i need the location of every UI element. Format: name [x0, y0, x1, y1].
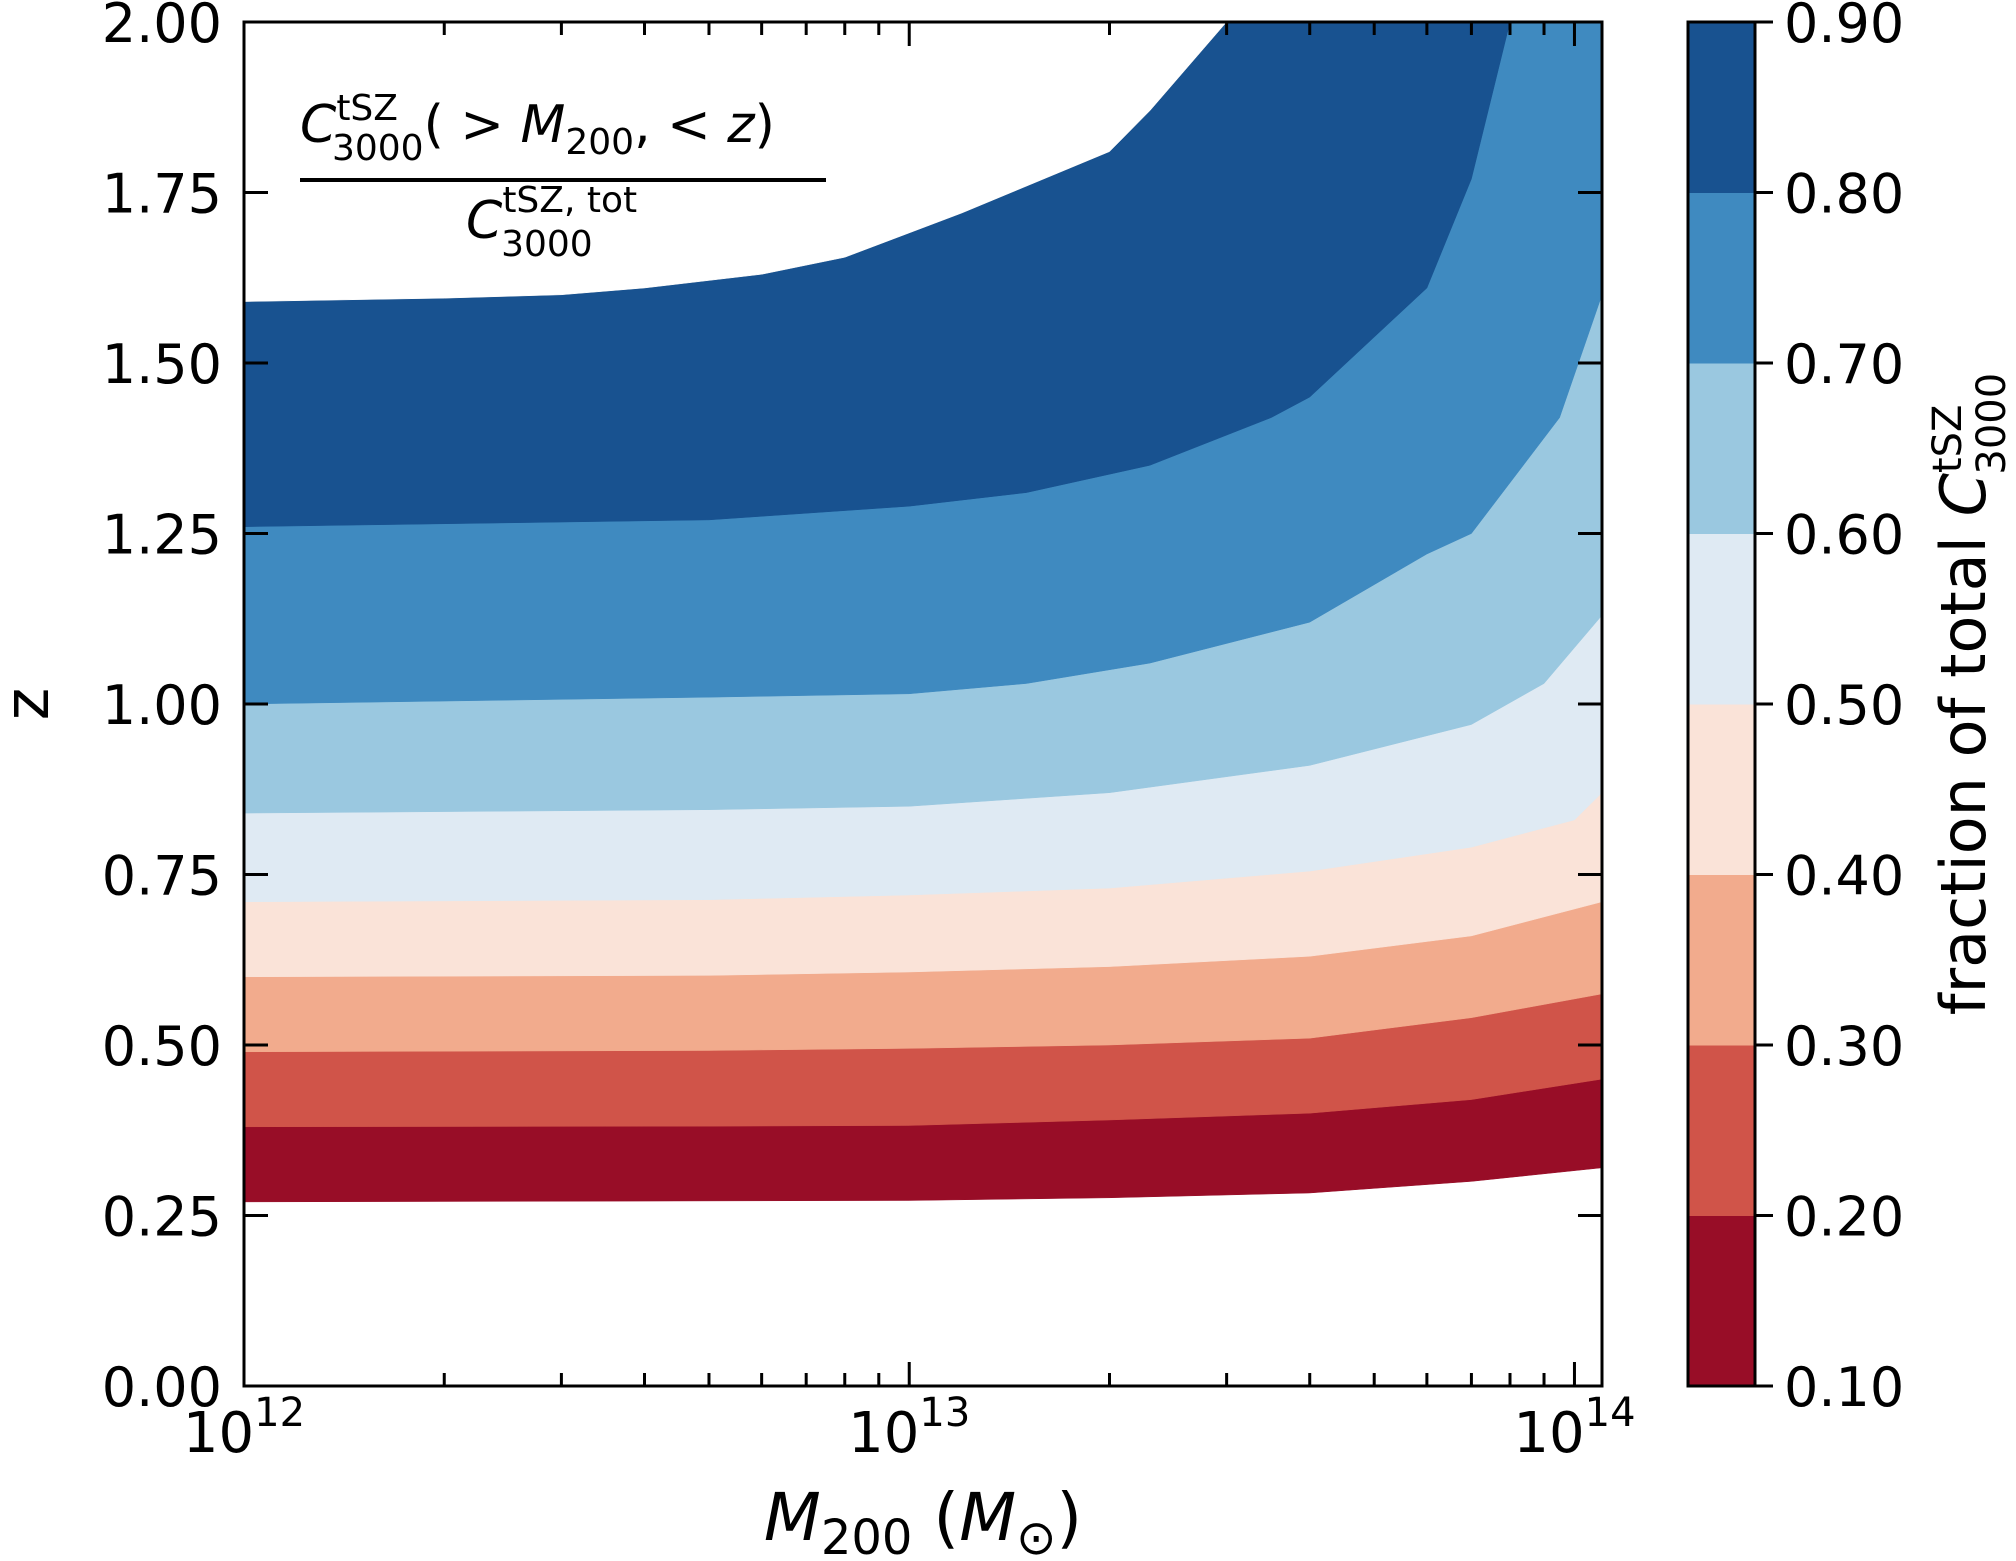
contour-fills	[243, 21, 1603, 1203]
colorbar-segment	[1688, 1045, 1755, 1216]
x-tick-label: 1012	[183, 1390, 305, 1466]
y-axis: 0.00 0.25 0.50 0.75 1.00 1.25 1.50 1.75 2.00	[102, 0, 1602, 1419]
ratio-annotation: CtSZ 3000( > M200, < z) CtSZ, tot 3000	[300, 88, 826, 265]
colorbar-segment	[1688, 533, 1755, 705]
y-tick-label: 0.00	[102, 1356, 222, 1419]
region-above-0.9	[243, 21, 1602, 302]
colorbar-label: fraction of total CtSZ3000	[1925, 373, 2015, 1015]
y-axis-label: z	[0, 688, 63, 721]
colorbar-segment	[1688, 22, 1755, 193]
colorbar-tick-label: 0.30	[1784, 1015, 1904, 1078]
y-tick-label: 1.25	[102, 504, 222, 567]
colorbar-segment	[1688, 874, 1755, 1046]
x-tick-label: 1014	[1513, 1390, 1635, 1466]
y-tick-label: 0.50	[102, 1015, 222, 1078]
y-tick-label: 2.00	[102, 0, 222, 55]
colorbar: 0.10 0.20 0.30 0.40 0.50 0.60 0.70 0.80 0.90	[1686, 0, 1904, 1419]
ratio-denominator: CtSZ, tot 3000	[466, 180, 637, 265]
colorbar-tick-label: 0.50	[1784, 674, 1904, 737]
colorbar-tick-label: 0.60	[1784, 504, 1904, 567]
x-axis: 1012 1013 1014	[183, 22, 1636, 1466]
colorbar-segment	[1688, 363, 1755, 534]
x-axis-label: M200 (M⊙)	[764, 1479, 1082, 1561]
colorbar-segment	[1688, 1215, 1755, 1387]
y-tick-label: 1.00	[102, 674, 222, 737]
colorbar-tick-label: 0.80	[1784, 163, 1904, 226]
x-tick-label: 1013	[848, 1390, 970, 1466]
colorbar-segment	[1688, 192, 1755, 364]
colorbar-tick-label: 0.40	[1784, 845, 1904, 908]
y-tick-label: 1.75	[102, 163, 222, 226]
colorbar-tick-label: 0.90	[1784, 0, 1904, 55]
y-tick-label: 0.25	[102, 1186, 222, 1249]
y-tick-label: 0.75	[102, 845, 222, 908]
colorbar-segment	[1688, 704, 1755, 875]
colorbar-tick-label: 0.20	[1784, 1186, 1904, 1249]
colorbar-tick-label: 0.70	[1784, 333, 1904, 396]
ratio-numerator: CtSZ 3000( > M200, < z)	[300, 88, 775, 169]
y-tick-label: 1.50	[102, 333, 222, 396]
colorbar-tick-label: 0.10	[1784, 1356, 1904, 1419]
